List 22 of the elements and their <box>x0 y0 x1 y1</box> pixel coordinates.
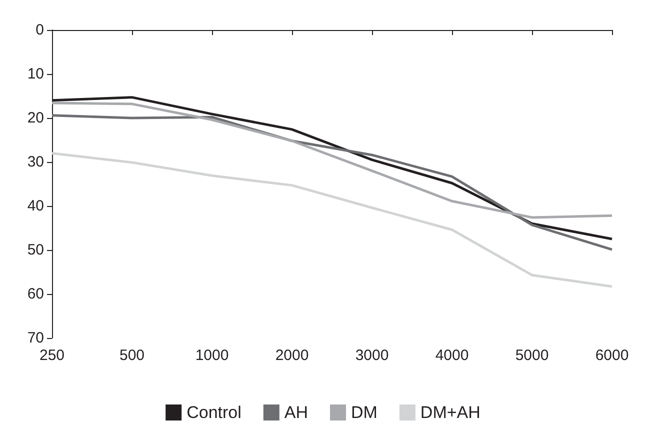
legend-label: DM <box>351 403 378 422</box>
y-tick-label: 50 <box>27 242 44 258</box>
x-tick-label: 6000 <box>595 347 629 364</box>
x-tick-label: 250 <box>39 347 65 364</box>
line-series <box>50 102 614 219</box>
x-tick-label: 2000 <box>275 347 309 364</box>
y-tick-label: 30 <box>27 154 44 170</box>
y-tick-label: 70 <box>27 330 44 346</box>
y-tick-label: 20 <box>27 110 44 126</box>
legend-label: Control <box>186 403 242 422</box>
y-tick-label: 10 <box>27 66 44 82</box>
y-tick-label: 0 <box>36 22 44 38</box>
legend-label: AH <box>284 403 308 422</box>
x-tick-label: 4000 <box>435 347 469 364</box>
y-tick-label: 60 <box>27 286 44 302</box>
x-tick-label: 1000 <box>195 347 229 364</box>
line-series <box>50 152 614 288</box>
x-tick-label: 3000 <box>355 347 389 364</box>
legend-label: DM+AH <box>420 403 480 422</box>
y-tick-label: 40 <box>27 198 44 214</box>
x-tick-label: 500 <box>119 347 145 364</box>
x-tick-label: 5000 <box>515 347 549 364</box>
